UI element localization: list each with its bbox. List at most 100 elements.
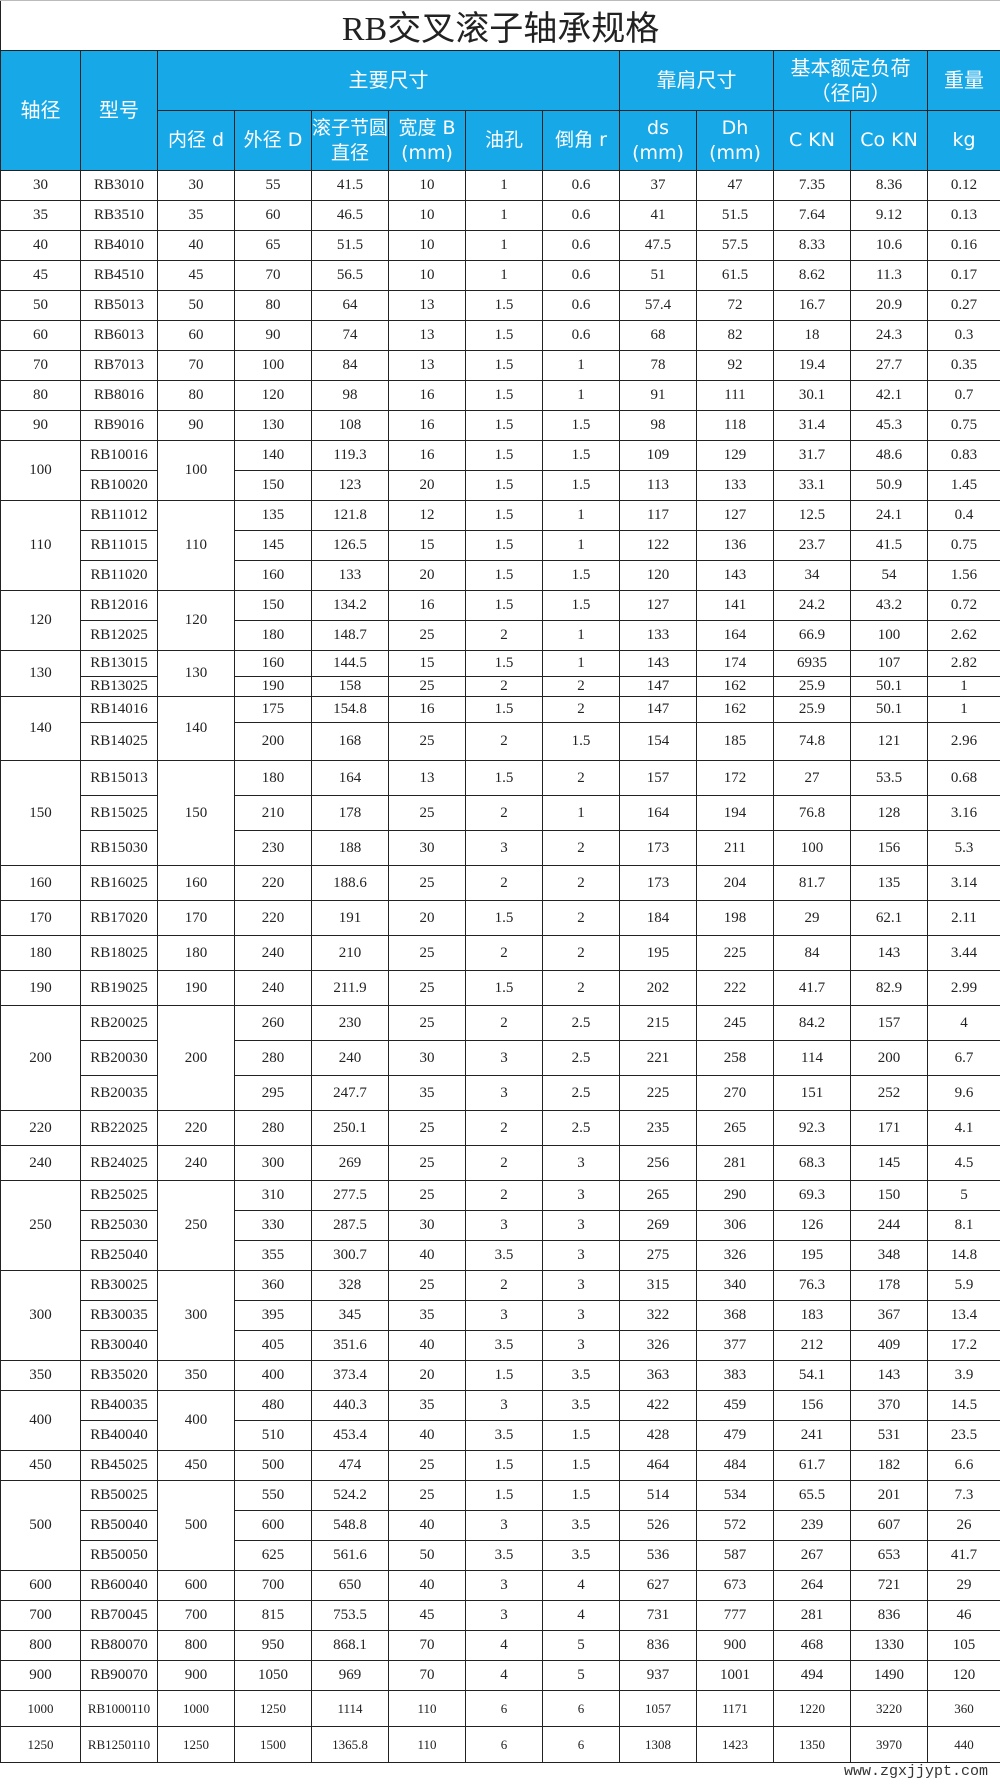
header-sub: 内径 d xyxy=(157,110,235,171)
cell-c-kn: 69.3 xyxy=(773,1180,851,1211)
cell-weight: 4.1 xyxy=(926,1110,1000,1146)
cell-model: RB3510 xyxy=(80,200,158,231)
cell-model: RB8016 xyxy=(80,380,158,411)
cell-ds: 215 xyxy=(619,1005,697,1041)
cell-ds: 315 xyxy=(619,1270,697,1301)
cell-model: RB30025 xyxy=(80,1270,158,1301)
cell-oil-hole: 1.5 xyxy=(465,696,543,723)
cell-chamfer-r: 2 xyxy=(542,676,620,697)
cell-shaft: 60 xyxy=(0,320,81,351)
cell-width-b: 110 xyxy=(388,1726,466,1763)
cell-chamfer-r: 3.5 xyxy=(542,1540,620,1571)
cell-dh: 326 xyxy=(696,1240,774,1271)
cell-weight: 0.83 xyxy=(926,440,1000,471)
cell-c-kn: 25.9 xyxy=(773,696,851,723)
cell-shaft: 450 xyxy=(0,1450,81,1481)
cell-width-b: 13 xyxy=(388,350,466,381)
cell-weight: 17.2 xyxy=(926,1330,1000,1361)
cell-outer-d: 55 xyxy=(234,170,312,201)
cell-dh: 118 xyxy=(696,410,774,441)
cell-outer-d: 90 xyxy=(234,320,312,351)
cell-shaft: 90 xyxy=(0,410,81,441)
cell-weight: 3.14 xyxy=(926,865,1000,901)
cell-co-kn: 9.12 xyxy=(850,200,928,231)
cell-c-kn: 61.7 xyxy=(773,1450,851,1481)
cell-model: RB30035 xyxy=(80,1300,158,1331)
cell-dh: 777 xyxy=(696,1600,774,1631)
cell-inner-d: 35 xyxy=(157,200,235,231)
cell-ds: 526 xyxy=(619,1510,697,1541)
cell-ds: 428 xyxy=(619,1420,697,1451)
cell-weight: 41.7 xyxy=(926,1540,1000,1571)
cell-width-b: 30 xyxy=(388,1210,466,1241)
cell-c-kn: 33.1 xyxy=(773,470,851,501)
cell-model: RB13015 xyxy=(80,650,158,677)
cell-outer-d: 60 xyxy=(234,200,312,231)
cell-chamfer-r: 1 xyxy=(542,350,620,381)
cell-chamfer-r: 0.6 xyxy=(542,170,620,201)
cell-model: RB13025 xyxy=(80,676,158,697)
cell-c-kn: 65.5 xyxy=(773,1480,851,1511)
cell-c-kn: 195 xyxy=(773,1240,851,1271)
cell-chamfer-r: 3.5 xyxy=(542,1390,620,1421)
cell-pitch-dia: 211.9 xyxy=(311,970,389,1006)
cell-co-kn: 3970 xyxy=(850,1726,928,1763)
cell-outer-d: 175 xyxy=(234,696,312,723)
cell-co-kn: 531 xyxy=(850,1420,928,1451)
cell-dh: 92 xyxy=(696,350,774,381)
cell-c-kn: 1350 xyxy=(773,1726,851,1763)
cell-inner-d: 240 xyxy=(157,1145,235,1181)
cell-width-b: 25 xyxy=(388,935,466,971)
cell-model: RB3010 xyxy=(80,170,158,201)
cell-outer-d: 1050 xyxy=(234,1660,312,1691)
cell-dh: 281 xyxy=(696,1145,774,1181)
cell-outer-d: 480 xyxy=(234,1390,312,1421)
cell-outer-d: 135 xyxy=(234,500,312,531)
cell-weight: 6.6 xyxy=(926,1450,1000,1481)
cell-oil-hole: 1.5 xyxy=(465,500,543,531)
cell-chamfer-r: 1.5 xyxy=(542,440,620,471)
cell-co-kn: 156 xyxy=(850,830,928,866)
cell-outer-d: 140 xyxy=(234,440,312,471)
table-row: RB10020 150 123 20 1.5 1.5 113 133 33.1 50.9 1.45 xyxy=(1,470,1000,501)
cell-c-kn: 8.62 xyxy=(773,260,851,291)
cell-shaft: 80 xyxy=(0,380,81,411)
cell-co-kn: 143 xyxy=(850,1360,928,1391)
cell-outer-d: 180 xyxy=(234,620,312,651)
cell-ds: 1057 xyxy=(619,1690,697,1727)
cell-pitch-dia: 269 xyxy=(311,1145,389,1181)
cell-co-kn: 50.9 xyxy=(850,470,928,501)
cell-dh: 225 xyxy=(696,935,774,971)
cell-shaft: 900 xyxy=(0,1660,81,1691)
cell-oil-hole: 2 xyxy=(465,1005,543,1041)
header-sub: C KN xyxy=(773,110,851,171)
cell-dh: 222 xyxy=(696,970,774,1006)
cell-ds: 113 xyxy=(619,470,697,501)
cell-oil-hole: 1.5 xyxy=(465,470,543,501)
cell-ds: 269 xyxy=(619,1210,697,1241)
cell-co-kn: 1330 xyxy=(850,1630,928,1661)
cell-chamfer-r: 2.5 xyxy=(542,1075,620,1111)
cell-chamfer-r: 2 xyxy=(542,830,620,866)
table-row: 350 RB35020 350 400 373.4 20 1.5 3.5 363 383 54.1 1… xyxy=(0,1360,1000,1391)
cell-shaft: 50 xyxy=(0,290,81,321)
cell-dh: 143 xyxy=(696,560,774,591)
cell-dh: 534 xyxy=(696,1480,774,1511)
header-sub: ds (mm) xyxy=(619,110,697,171)
cell-inner-d: 180 xyxy=(157,935,235,971)
cell-inner-d: 110 xyxy=(157,500,235,591)
cell-pitch-dia: 168 xyxy=(311,722,389,761)
cell-width-b: 10 xyxy=(388,260,466,291)
table-row: 1000 RB1000110 1000 1250 1114 110 6 6 1057 1171 12… xyxy=(0,1690,1000,1727)
cell-outer-d: 950 xyxy=(234,1630,312,1661)
cell-c-kn: 114 xyxy=(773,1040,851,1076)
cell-pitch-dia: 230 xyxy=(311,1005,389,1041)
header-sub: kg xyxy=(926,110,1000,171)
cell-pitch-dia: 164 xyxy=(311,760,389,796)
cell-co-kn: 252 xyxy=(850,1075,928,1111)
cell-c-kn: 31.4 xyxy=(773,410,851,441)
cell-width-b: 20 xyxy=(388,560,466,591)
cell-co-kn: 653 xyxy=(850,1540,928,1571)
cell-model: RB15030 xyxy=(80,830,158,866)
